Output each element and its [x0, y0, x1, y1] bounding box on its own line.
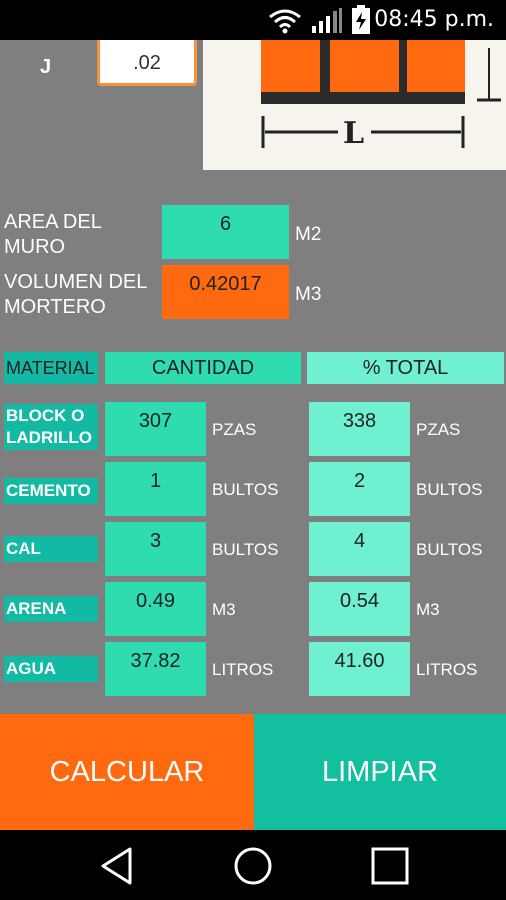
- cantidad-unit-cal: BULTOS: [212, 540, 279, 559]
- clock: 08:45 p.m.: [374, 7, 494, 32]
- cantidad-unit-arena: M3: [212, 600, 236, 619]
- status-bar: 08:45 p.m.: [0, 0, 506, 40]
- back-icon[interactable]: [98, 846, 136, 886]
- material-cal: CAL: [4, 536, 98, 562]
- signal-icon: [312, 8, 342, 33]
- header-cantidad: CANTIDAD: [105, 352, 301, 384]
- wall-diagram-drawing: [261, 40, 501, 148]
- total-unit-arena: M3: [416, 600, 440, 619]
- material-arena: ARENA: [4, 596, 98, 622]
- wifi-icon: [269, 9, 301, 34]
- total-cemento: 2: [309, 462, 410, 516]
- cantidad-cemento: 1: [105, 462, 206, 516]
- material-cemento: CEMENTO: [4, 478, 98, 504]
- cantidad-arena: 0.49: [105, 582, 206, 636]
- total-cal: 4: [309, 522, 410, 576]
- limpiar-button[interactable]: LIMPIAR: [254, 714, 506, 830]
- material-block: BLOCK O LADRILLO: [4, 404, 98, 450]
- total-unit-block: PZAS: [416, 420, 461, 439]
- cantidad-unit-block: PZAS: [212, 420, 257, 439]
- j-input[interactable]: .02: [97, 40, 197, 86]
- wall-diagram: L: [203, 40, 506, 170]
- area-input[interactable]: 6: [162, 205, 289, 259]
- cantidad-agua: 37.82: [105, 642, 206, 696]
- home-icon[interactable]: [232, 845, 274, 887]
- volumen-label: VOLUMEN DEL MORTERO: [4, 271, 148, 318]
- total-block: 338: [309, 402, 410, 456]
- area-unit: M2: [295, 224, 322, 245]
- calculator-form: J .02 L AREA DEL MURO 6 M2 VOLUMEN DEL M…: [0, 40, 506, 714]
- recents-icon[interactable]: [370, 846, 410, 886]
- volumen-unit: M3: [295, 284, 322, 305]
- material-agua: AGUA: [4, 656, 98, 682]
- battery-charging-icon: [352, 5, 370, 34]
- cantidad-unit-agua: LITROS: [212, 660, 274, 679]
- volumen-output: 0.42017: [162, 265, 289, 319]
- area-label: AREA DEL MURO: [4, 211, 102, 258]
- cantidad-block: 307: [105, 402, 206, 456]
- navigation-bar: [0, 830, 506, 900]
- dimension-label: L: [343, 116, 365, 151]
- total-unit-cal: BULTOS: [416, 540, 483, 559]
- total-unit-cemento: BULTOS: [416, 480, 483, 499]
- cantidad-cal: 3: [105, 522, 206, 576]
- cantidad-unit-cemento: BULTOS: [212, 480, 279, 499]
- total-arena: 0.54: [309, 582, 410, 636]
- header-total: % TOTAL: [307, 352, 504, 384]
- calcular-button[interactable]: CALCULAR: [0, 714, 254, 830]
- total-unit-agua: LITROS: [416, 660, 478, 679]
- header-material: MATERIAL: [4, 352, 98, 384]
- total-agua: 41.60: [309, 642, 410, 696]
- j-label: J: [40, 56, 52, 78]
